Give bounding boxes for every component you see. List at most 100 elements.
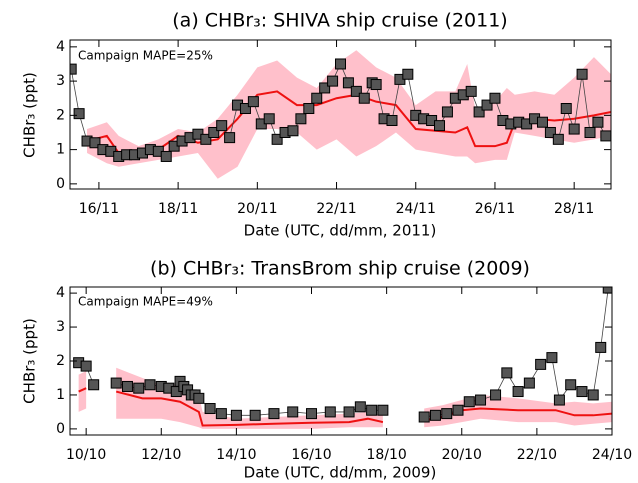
observation [370, 79, 382, 91]
observation [133, 382, 145, 394]
x-tick-label: 26/11 [475, 201, 515, 217]
observation [512, 386, 524, 398]
y-tick-label: 3 [56, 73, 65, 89]
observation [247, 96, 259, 108]
observation [230, 409, 242, 421]
observation [80, 360, 92, 372]
observation [224, 132, 236, 144]
x-tick-label: 24/10 [592, 447, 632, 463]
observation [544, 126, 556, 138]
x-tick-label: 14/10 [216, 447, 256, 463]
x-tick-label: 16/10 [291, 447, 331, 463]
observation [560, 103, 572, 115]
observation [342, 77, 354, 89]
x-tick-label: 20/10 [442, 447, 482, 463]
y-tick-label: 2 [56, 107, 65, 123]
observation [88, 379, 100, 391]
x-axis-label: Date (UTC, dd/mm, 2009) [244, 464, 437, 482]
y-tick-label: 2 [56, 353, 65, 369]
observation [263, 113, 275, 125]
y-tick-label: 0 [56, 421, 65, 437]
plot-frame [69, 39, 612, 190]
observation [144, 379, 156, 391]
annotation: Campaign MAPE=25% [78, 49, 213, 63]
y-tick-label: 1 [56, 142, 65, 158]
observation [465, 85, 477, 97]
observation [324, 406, 336, 418]
x-tick-label: 22/10 [517, 447, 557, 463]
observation [200, 133, 212, 145]
observation [354, 401, 366, 413]
observation [576, 386, 588, 398]
observation [216, 120, 228, 132]
observation [287, 406, 299, 418]
y-tick-label: 3 [56, 319, 65, 335]
y-tick-label: 4 [56, 39, 65, 55]
x-tick-label: 24/11 [396, 201, 436, 217]
observation [350, 85, 362, 97]
observation [377, 404, 389, 416]
model-range [116, 367, 383, 429]
observation [473, 106, 485, 118]
observation [595, 341, 607, 353]
observation [536, 116, 548, 128]
observation [311, 92, 323, 104]
observation [386, 114, 398, 126]
observation [600, 130, 611, 142]
y-tick-label: 4 [56, 285, 65, 301]
observation [523, 377, 535, 389]
y-axis-label: CHBr₃ (ppt) [21, 72, 39, 158]
model-range [78, 371, 87, 412]
observation [576, 68, 588, 80]
observation [587, 389, 599, 401]
observation [306, 408, 318, 420]
observation [535, 358, 547, 370]
x-tick-label: 22/11 [316, 201, 356, 217]
y-axis-label: CHBr₃ (ppt) [21, 318, 39, 404]
observation [568, 123, 580, 135]
x-axis-label: Date (UTC, dd/mm, 2011) [244, 222, 437, 240]
observation [481, 99, 493, 111]
plot-area [73, 287, 612, 429]
observation [546, 352, 558, 364]
observation [418, 411, 430, 423]
plot-area [70, 50, 611, 179]
observation [463, 396, 475, 408]
y-tick-label: 1 [56, 387, 65, 403]
observation [208, 126, 220, 138]
observation [553, 394, 565, 406]
observation [204, 403, 216, 415]
x-tick-label: 20/11 [237, 201, 277, 217]
chart-title: (b) CHBr₃: TransBrom ship cruise (2009) [150, 258, 530, 280]
observation [366, 404, 378, 416]
observation [335, 58, 346, 70]
x-tick-label: 18/11 [158, 201, 198, 217]
x-tick-label: 18/10 [366, 447, 406, 463]
observation [501, 367, 513, 379]
observation [193, 392, 205, 404]
observation [429, 409, 441, 421]
y-tick-label: 0 [56, 176, 65, 192]
x-tick-label: 28/11 [554, 201, 594, 217]
observation [475, 394, 487, 406]
observation [73, 108, 85, 120]
observation [271, 133, 283, 145]
observation [489, 92, 501, 104]
observation [592, 116, 604, 128]
observation [160, 150, 172, 162]
chart-title: (a) CHBr₃: SHIVA ship cruise (2011) [172, 10, 507, 32]
observation [565, 379, 577, 391]
observation [89, 137, 101, 149]
observation [268, 408, 280, 420]
observation [490, 389, 502, 401]
observation [552, 133, 564, 145]
x-tick-label: 16/11 [79, 201, 119, 217]
observation [110, 377, 122, 389]
observation [358, 92, 370, 104]
observation [434, 120, 446, 132]
annotation: Campaign MAPE=49% [78, 295, 213, 309]
x-tick-label: 10/10 [66, 447, 106, 463]
observation [441, 408, 453, 420]
observation [239, 103, 251, 115]
